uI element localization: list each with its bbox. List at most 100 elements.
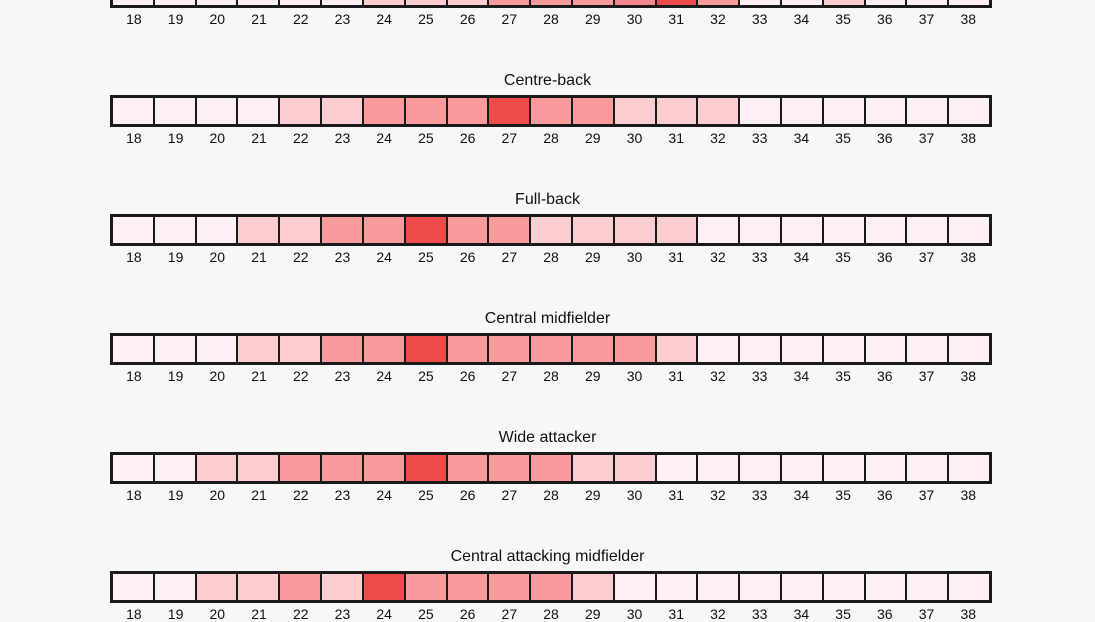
heatmap-cell — [320, 455, 362, 481]
age-tick-labels: 18 19 20 21 22 23 24 25 26 27 28 29 30 31 32 33 34 35 36 37… — [113, 11, 989, 27]
heatmap-cell — [654, 336, 697, 362]
age-tick-label: 36 — [877, 606, 893, 622]
age-tick-label: 18 — [126, 249, 142, 265]
heatmap-cell — [529, 98, 571, 124]
heatmap-cell — [863, 574, 906, 600]
age-tick-label: 38 — [960, 606, 977, 622]
age-tick-label: 27 — [501, 606, 518, 622]
heatmap-cell — [194, 0, 237, 5]
age-tick-label: 30 — [626, 487, 643, 503]
heatmap-cell — [152, 217, 195, 243]
heatmap-cell — [152, 0, 195, 5]
heatmap-cell — [403, 574, 446, 600]
heatmap-cell — [570, 574, 613, 600]
age-tick-label: 23 — [334, 606, 351, 622]
age-tick-label: 23 — [334, 368, 351, 384]
age-tick-label: 32 — [710, 11, 726, 27]
strip-title: Wide attacker — [498, 429, 597, 446]
age-tick-label: 31 — [668, 487, 684, 503]
age-heatmap-page: { "chart_data": { "type": "heatmap", "ag… — [110, 0, 992, 622]
heatmap-cell — [194, 98, 237, 124]
age-tick-label: 33 — [751, 130, 768, 146]
age-tick-label: 36 — [877, 130, 893, 146]
age-tick-label: 26 — [459, 130, 476, 146]
age-tick-label: 37 — [918, 606, 935, 622]
heatmap-cell — [863, 98, 906, 124]
age-tick-label: 29 — [584, 368, 601, 384]
heatmap-cell — [445, 98, 488, 124]
heatmap-cell — [821, 336, 864, 362]
age-tick-label: 22 — [292, 130, 309, 146]
age-tick-label: 33 — [751, 11, 768, 27]
heatmap-cell — [947, 98, 990, 124]
age-tick-label: 22 — [292, 487, 309, 503]
age-tick-labels: 18 19 20 21 22 23 24 25 26 27 28 29 30 31 32 33 34 35 36 37… — [113, 249, 989, 265]
age-tick-label: 30 — [626, 606, 643, 622]
age-tick-label: 35 — [835, 606, 851, 622]
heatmap-cell — [278, 0, 321, 5]
age-tick-label: 28 — [543, 249, 559, 265]
age-tick-label: 24 — [376, 368, 392, 384]
age-tick-label: 33 — [751, 249, 768, 265]
age-tick-label: 34 — [793, 249, 810, 265]
heatmap-cell — [278, 217, 321, 243]
heatmap-cell — [113, 455, 153, 481]
age-tick-label: 23 — [334, 130, 351, 146]
age-tick-label: 30 — [626, 130, 643, 146]
heatmap-cell — [696, 336, 739, 362]
age-tick-label: 19 — [167, 487, 184, 503]
heatmap-cells — [110, 452, 992, 484]
heatmap-cell — [905, 0, 948, 5]
heatmap-cell — [654, 455, 697, 481]
heatmap-cells — [110, 0, 992, 8]
age-tick-label: 37 — [918, 130, 935, 146]
age-tick-label: 27 — [501, 249, 518, 265]
heatmap-cell — [403, 217, 446, 243]
age-tick-label: 23 — [334, 11, 351, 27]
heatmap-cells — [110, 214, 992, 246]
heatmap-cell — [320, 0, 362, 5]
heatmap-cell — [194, 217, 237, 243]
age-tick-label: 32 — [710, 368, 726, 384]
heatmap-cell — [905, 455, 948, 481]
age-tick-label: 20 — [209, 130, 226, 146]
age-tick-label: 30 — [626, 368, 643, 384]
age-tick-label: 21 — [251, 130, 267, 146]
age-tick-label: 29 — [584, 130, 601, 146]
age-tick-label: 28 — [543, 368, 559, 384]
heatmap-cell — [612, 98, 655, 124]
heatmap-cell — [529, 336, 571, 362]
age-tick-label: 34 — [793, 130, 810, 146]
age-tick-label: 36 — [877, 11, 893, 27]
age-tick-label: 37 — [918, 487, 935, 503]
age-tick-label: 31 — [668, 130, 684, 146]
heatmap-cell — [113, 574, 153, 600]
heatmap-cell — [236, 574, 279, 600]
heatmap-cell — [780, 217, 822, 243]
age-tick-label: 28 — [543, 11, 559, 27]
heatmap-cell — [113, 0, 153, 5]
age-tick-label: 38 — [960, 11, 977, 27]
heatmap-cell — [487, 336, 530, 362]
age-tick-label: 31 — [668, 606, 684, 622]
age-tick-label: 33 — [751, 487, 768, 503]
heatmap-cell — [487, 0, 530, 5]
heatmap-cell — [445, 217, 488, 243]
age-tick-label: 19 — [167, 606, 184, 622]
age-tick-label: 22 — [292, 249, 309, 265]
heatmap-cell — [403, 455, 446, 481]
age-tick-label: 31 — [668, 368, 684, 384]
heatmap-cell — [738, 0, 780, 5]
age-tick-label: 22 — [292, 11, 309, 27]
age-tick-label: 30 — [626, 11, 643, 27]
heatmap-cell — [696, 455, 739, 481]
heatmap-cell — [278, 455, 321, 481]
age-tick-label: 20 — [209, 249, 226, 265]
heatmap-cell — [612, 217, 655, 243]
heatmap-cell — [236, 336, 279, 362]
age-tick-label: 29 — [584, 249, 601, 265]
age-tick-label: 28 — [543, 606, 559, 622]
age-tick-label: 24 — [376, 606, 392, 622]
heatmap-cell — [236, 98, 279, 124]
age-tick-label: 24 — [376, 487, 392, 503]
